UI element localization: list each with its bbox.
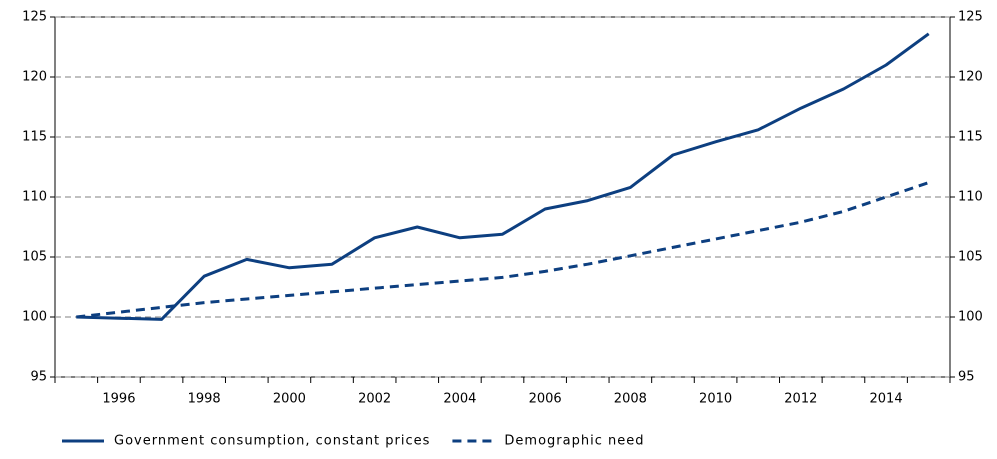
y-tick-label: 100 — [22, 310, 47, 325]
y2-tick-label: 105 — [958, 250, 983, 265]
y-tick-label: 120 — [22, 70, 47, 85]
y2-tick-label: 120 — [958, 70, 983, 85]
x-tick-label: 2004 — [443, 392, 476, 407]
y-tick-label: 95 — [30, 370, 47, 385]
y-tick-label: 105 — [22, 250, 47, 265]
x-tick-label: 2000 — [273, 392, 306, 407]
y2-tick-label: 115 — [958, 130, 983, 145]
x-tick-label: 2012 — [784, 392, 817, 407]
series-line — [76, 181, 930, 319]
legend-label: Government consumption, constant prices — [114, 434, 430, 449]
y2-tick-label: 110 — [958, 190, 983, 205]
x-tick-label: 1996 — [102, 392, 135, 407]
legend-label: Demographic need — [504, 434, 644, 449]
x-tick-label: 2006 — [529, 392, 562, 407]
x-tick-label: 2002 — [358, 392, 391, 407]
x-tick-label: 2010 — [699, 392, 732, 407]
y-tick-label: 115 — [22, 130, 47, 145]
y2-tick-label: 95 — [958, 370, 975, 385]
x-tick-label: 2008 — [614, 392, 647, 407]
x-tick-label: 1998 — [188, 392, 221, 407]
y2-tick-label: 125 — [958, 10, 983, 25]
series-line — [76, 32, 930, 321]
y-tick-label: 125 — [22, 10, 47, 25]
x-tick-label: 2014 — [870, 392, 903, 407]
y-tick-label: 110 — [22, 190, 47, 205]
y2-tick-label: 100 — [958, 310, 983, 325]
